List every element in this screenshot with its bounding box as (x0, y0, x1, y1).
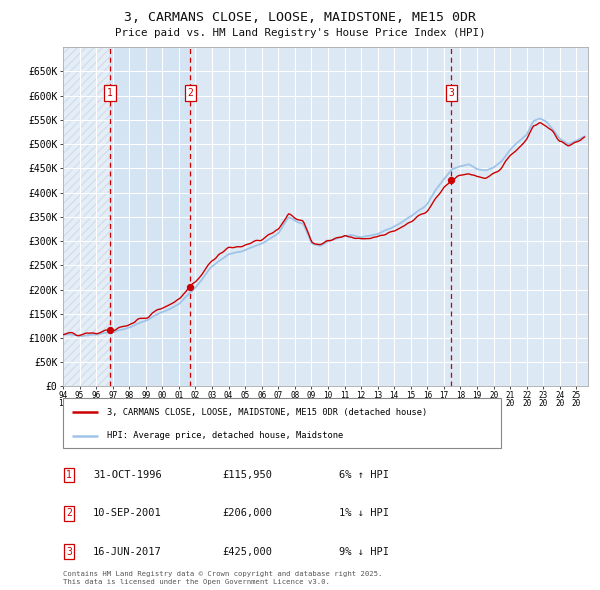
Text: 10-SEP-2001: 10-SEP-2001 (93, 509, 162, 518)
Text: 31-OCT-1996: 31-OCT-1996 (93, 470, 162, 480)
Text: 1% ↓ HPI: 1% ↓ HPI (339, 509, 389, 518)
Text: HPI: Average price, detached house, Maidstone: HPI: Average price, detached house, Maid… (107, 431, 343, 440)
Text: 6% ↑ HPI: 6% ↑ HPI (339, 470, 389, 480)
Text: £206,000: £206,000 (222, 509, 272, 518)
Text: 3, CARMANS CLOSE, LOOSE, MAIDSTONE, ME15 0DR: 3, CARMANS CLOSE, LOOSE, MAIDSTONE, ME15… (124, 11, 476, 24)
Text: Contains HM Land Registry data © Crown copyright and database right 2025.
This d: Contains HM Land Registry data © Crown c… (63, 571, 382, 585)
Point (105, 326, 115, 335)
Text: 3, CARMANS CLOSE, LOOSE, MAIDSTONE, ME15 0DR (detached house): 3, CARMANS CLOSE, LOOSE, MAIDSTONE, ME15… (107, 408, 427, 417)
Point (185, 282, 195, 291)
Text: 1: 1 (107, 88, 113, 98)
Point (446, 176, 456, 185)
Text: £425,000: £425,000 (222, 547, 272, 556)
Text: 9% ↓ HPI: 9% ↓ HPI (339, 547, 389, 556)
Text: 2: 2 (66, 509, 72, 518)
Bar (63, 47, 110, 386)
Text: £115,950: £115,950 (222, 470, 272, 480)
Text: Price paid vs. HM Land Registry's House Price Index (HPI): Price paid vs. HM Land Registry's House … (115, 28, 485, 38)
Text: 1: 1 (66, 470, 72, 480)
Text: 3: 3 (448, 88, 454, 98)
Text: 16-JUN-2017: 16-JUN-2017 (93, 547, 162, 556)
Text: 3: 3 (66, 547, 72, 556)
Bar (110, 47, 190, 386)
Text: 2: 2 (187, 88, 193, 98)
